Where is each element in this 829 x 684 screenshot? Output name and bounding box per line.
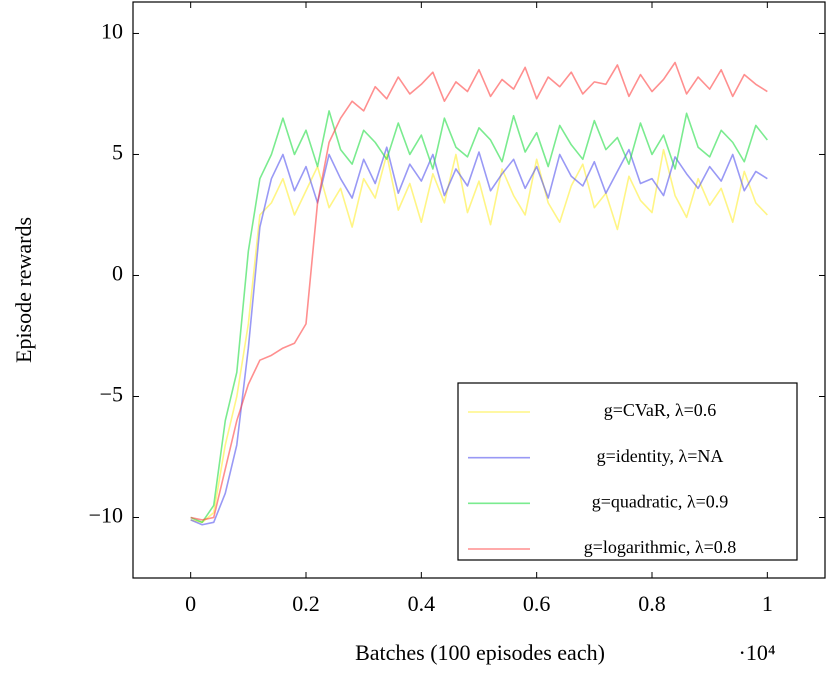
x-tick-label: 0.8: [638, 591, 666, 616]
plot-frame: [132, 1, 826, 579]
x-tick-label: 1: [762, 591, 773, 616]
x-tick-label: 0.4: [408, 591, 436, 616]
series-line: [190, 61, 768, 521]
x-axis-label: Batches (100 episodes each): [355, 640, 605, 665]
x-tick-label: 0.6: [523, 591, 551, 616]
legend: g=CVaR, λ=0.6 g=identity, λ=NA g=quadratic…: [457, 382, 798, 561]
x-multiplier: ·10⁴: [739, 640, 776, 665]
y-axis-label: Episode rewards: [11, 217, 36, 363]
y-tick-label: 5: [112, 140, 123, 165]
x-tick-label: 0.2: [292, 591, 320, 616]
series-line: [190, 110, 768, 524]
series-line: [190, 148, 768, 524]
y-tick-label: 0: [112, 261, 123, 286]
legend-label: g=quadratic, λ=0.9: [592, 491, 729, 511]
y-tick-label: 10: [101, 19, 123, 44]
x-tick-label: 0: [185, 591, 196, 616]
legend-label: g=CVaR, λ=0.6: [604, 400, 717, 420]
legend-label: g=identity, λ=NA: [597, 446, 724, 466]
y-tick-label: −10: [89, 503, 123, 528]
legend-label: g=logarithmic, λ=0.8: [584, 537, 737, 557]
series-line: [190, 146, 768, 526]
y-tick-label: −5: [100, 382, 123, 407]
